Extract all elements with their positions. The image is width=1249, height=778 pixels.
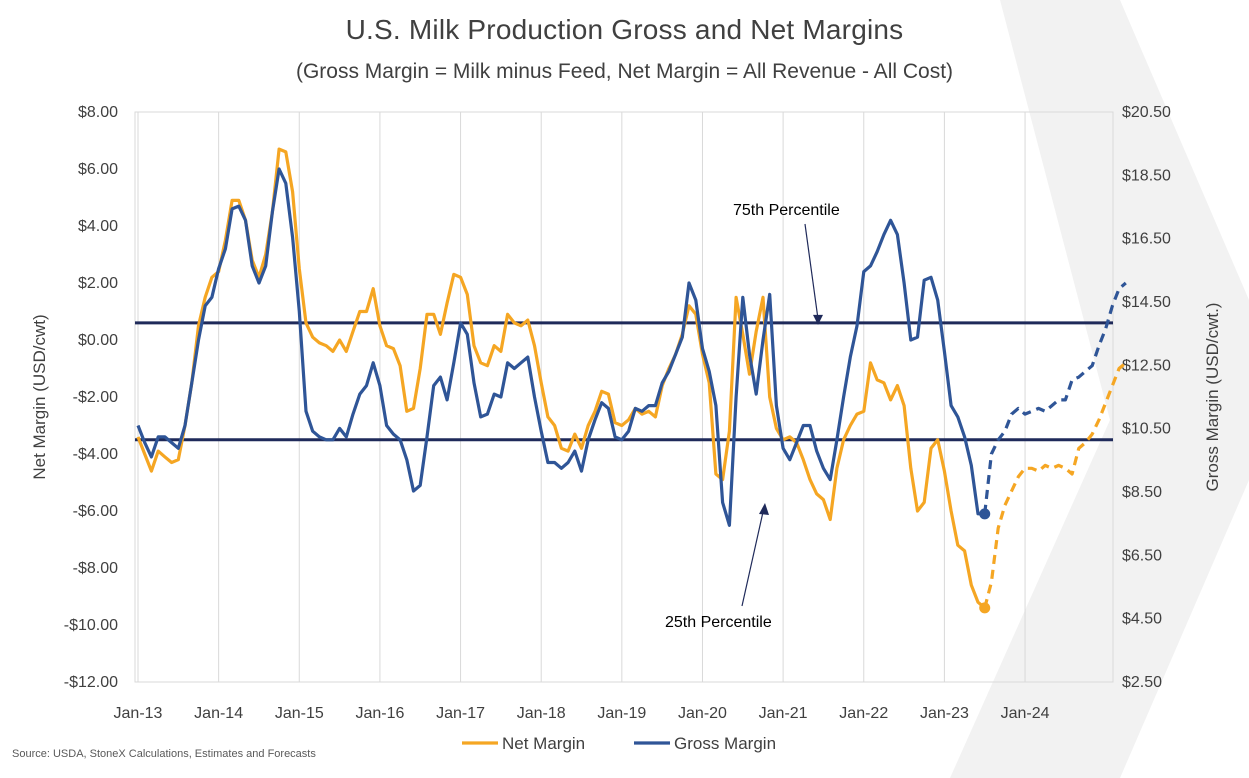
x-tick-label: Jan-16 — [355, 705, 404, 722]
right-tick-label: $10.50 — [1122, 421, 1171, 438]
annotation-arrow-25 — [741, 511, 764, 607]
right-tick-label: $6.50 — [1122, 547, 1162, 564]
left-tick-label: $4.00 — [78, 218, 118, 235]
reference-lines — [135, 321, 1113, 442]
right-tick-label: $20.50 — [1122, 104, 1171, 121]
annotation-75th-percentile: 75th Percentile — [733, 202, 840, 219]
left-tick-label: $2.00 — [78, 275, 118, 292]
x-tick-label: Jan-18 — [517, 705, 566, 722]
legend-label: Net Margin — [502, 734, 585, 753]
left-tick-label: -$12.00 — [64, 674, 118, 691]
chart-title: U.S. Milk Production Gross and Net Margi… — [0, 14, 1249, 46]
x-axis-ticks: Jan-13 Jan-14 Jan-15 Jan-16 Jan-17 Jan-18 Jan-… — [114, 705, 1050, 722]
x-tick-label: Jan-17 — [436, 705, 485, 722]
left-tick-label: -$6.00 — [73, 503, 118, 520]
series-endpoint-marker — [979, 602, 991, 614]
x-tick-label: Jan-21 — [759, 705, 808, 722]
x-tick-label: Jan-24 — [1001, 705, 1050, 722]
right-tick-label: $8.50 — [1122, 484, 1162, 501]
annotations: 75th Percentile 25th Percentile — [665, 202, 840, 631]
legend: Net Margin Gross Margin — [462, 734, 776, 753]
x-tick-label: Jan-23 — [920, 705, 969, 722]
background-chevron — [950, 0, 1249, 778]
right-axis-title: Gross Margin (USD/cwt.) — [1203, 303, 1222, 492]
x-tick-label: Jan-20 — [678, 705, 727, 722]
legend-label: Gross Margin — [674, 734, 776, 753]
left-tick-label: $0.00 — [78, 332, 118, 349]
series-line-forecast — [983, 281, 1127, 514]
right-tick-label: $4.50 — [1122, 611, 1162, 628]
chart-title-plain: U.S. Milk Production — [345, 14, 612, 45]
chart-title-underlined: Gross and Net Margins — [611, 14, 904, 45]
x-tick-label: Jan-19 — [597, 705, 646, 722]
left-tick-label: -$8.00 — [73, 560, 118, 577]
series-line-actual — [136, 167, 985, 527]
annotation-25th-percentile: 25th Percentile — [665, 614, 772, 631]
right-tick-label: $2.50 — [1122, 674, 1162, 691]
x-tick-label: Jan-15 — [275, 705, 324, 722]
x-tick-label: Jan-22 — [839, 705, 888, 722]
series-line-actual — [136, 147, 986, 610]
plot-area — [134, 111, 1114, 683]
right-tick-label: $14.50 — [1122, 294, 1171, 311]
right-tick-label: $16.50 — [1122, 231, 1171, 248]
series-endpoint-marker — [979, 508, 991, 520]
source-note: Source: USDA, StoneX Calculations, Estim… — [12, 748, 316, 760]
left-axis-ticks: $8.00 $6.00 $4.00 $2.00 $0.00 -$2.00 -$4.00 -$6… — [64, 104, 118, 691]
x-tick-label: Jan-13 — [114, 705, 163, 722]
series-lines — [136, 147, 1127, 614]
left-axis-title: Net Margin (USD/cwt) — [30, 314, 49, 479]
series-line-forecast — [983, 361, 1127, 609]
arrowhead-25 — [759, 503, 769, 515]
left-tick-label: -$2.00 — [73, 389, 118, 406]
left-tick-label: $8.00 — [78, 104, 118, 121]
left-tick-label: -$10.00 — [64, 617, 118, 634]
left-tick-label: $6.00 — [78, 161, 118, 178]
chart-subtitle: (Gross Margin = Milk minus Feed, Net Mar… — [295, 60, 954, 83]
left-tick-label: -$4.00 — [73, 446, 118, 463]
gridlines — [137, 112, 1026, 682]
right-tick-label: $18.50 — [1122, 167, 1171, 184]
annotation-arrow-75 — [804, 223, 819, 319]
x-tick-label: Jan-14 — [194, 705, 243, 722]
arrowhead-75 — [813, 314, 823, 325]
right-tick-label: $12.50 — [1122, 357, 1171, 374]
right-axis-ticks: $20.50 $18.50 $16.50 $14.50 $12.50 $10.50 $8.5… — [1122, 104, 1171, 691]
